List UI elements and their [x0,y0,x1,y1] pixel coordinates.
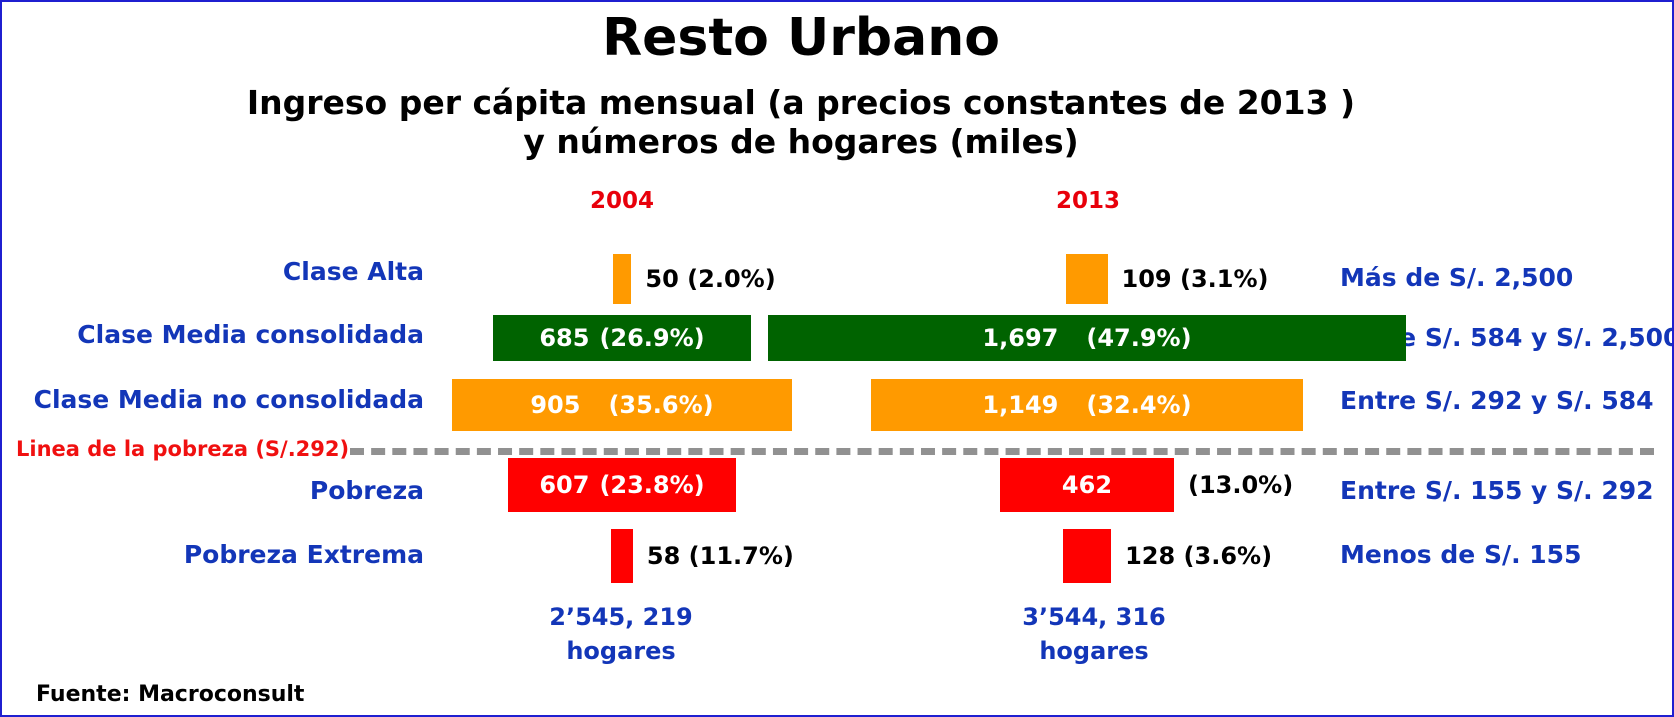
percent-label-2004-pobreza: (23.8%) [599,471,705,499]
chart-subtitle-line1: Ingreso per cápita mensual (a precios co… [246,83,1356,122]
bar-labels-2004-pobreza: 607 (23.8%) [508,458,737,512]
value-label-2004-media-consolidada: 685 [539,324,590,352]
percent-label-2013-media-no-consolidada: (32.4%) [1086,391,1192,419]
bar-2013-media-consolidada: 1,697 (47.9%) [767,315,1407,361]
category-label-clase-media-no-consolidada: Clase Media no consolidada [33,385,424,414]
total-households-2013: 3’544, 316 hogares [974,600,1214,668]
poverty-line-label: Linea de la pobreza (S/.292) [16,437,350,461]
bar-2013-pobreza: 462 [1000,458,1174,512]
total-households-2004-unit: hogares [566,637,676,665]
bar-labels-2013-media-consolidada: 1,697 (47.9%) [768,315,1407,361]
value-label-2004-media-no-consolidada: 905 [530,391,581,419]
total-households-2013-unit: hogares [1039,637,1149,665]
bar-2004-media-consolidada: 685 (26.9%) [493,315,751,361]
bar-2004-pobreza: 607 (23.8%) [507,458,737,512]
bar-2004-alta [612,254,632,304]
bar-2013-media-no-consolidada: 1,149 (32.4%) [870,379,1304,431]
source-note: Fuente: Macroconsult [36,682,305,707]
category-label-clase-media-consolidada: Clase Media consolidada [77,320,424,349]
percent-label-2004-media-no-consolidada: (35.6%) [608,391,714,419]
bar-2013-alta [1066,254,1108,304]
bar-labels-2004-media-no-consolidada: 905 (35.6%) [452,379,793,431]
income-range-clase-alta: Más de S/. 2,500 [1340,263,1574,292]
bar-labels-2004-media-consolidada: 685 (26.9%) [493,315,751,361]
value-label-2013-pobreza: 462 [1061,471,1113,499]
value-label-2004-pobreza: 607 [539,471,590,499]
category-label-pobreza: Pobreza [309,476,424,505]
chart-title: Resto Urbano [602,8,1000,68]
value-label-2013-media-consolidada: 1,697 [982,324,1059,352]
value-label-2013-alta: 109 (3.1%) [1121,265,1269,293]
year-label-2013: 2013 [1055,188,1120,214]
bar-labels-2013-pobreza: 462 [1000,458,1174,512]
income-range-pobreza-extrema: Menos de S/. 155 [1340,540,1582,569]
percent-label-2013-pobreza: (13.0%) [1187,471,1294,499]
chart-subtitle-line2: y números de hogares (miles) [523,122,1079,161]
value-label-2004-alta: 50 (2.0%) [645,265,776,293]
total-households-2004: 2’545, 219 hogares [501,600,741,668]
total-households-2013-value: 3’544, 316 [1022,603,1166,631]
poverty-line-dash [350,448,1654,455]
total-households-2004-value: 2’545, 219 [549,603,693,631]
year-label-2004: 2004 [589,188,654,214]
bar-2004-pobreza-extrema [611,529,633,583]
category-label-clase-alta: Clase Alta [282,257,424,286]
bar-labels-2013-media-no-consolidada: 1,149 (32.4%) [871,379,1304,431]
percent-label-2004-media-consolidada: (26.9%) [599,324,705,352]
value-label-2013-pobreza-extrema: 128 (3.6%) [1125,542,1273,570]
bar-2004-media-no-consolidada: 905 (35.6%) [451,379,793,431]
percent-label-2013-media-consolidada: (47.9%) [1086,324,1192,352]
bar-2013-pobreza-extrema [1062,529,1112,583]
income-range-pobreza: Entre S/. 155 y S/. 292 [1340,476,1654,505]
value-label-2013-media-no-consolidada: 1,149 [982,391,1059,419]
income-range-clase-media-no-consolidada: Entre S/. 292 y S/. 584 [1340,386,1654,415]
value-label-2004-pobreza-extrema: 58 (11.7%) [646,542,794,570]
category-label-pobreza-extrema: Pobreza Extrema [183,540,424,569]
